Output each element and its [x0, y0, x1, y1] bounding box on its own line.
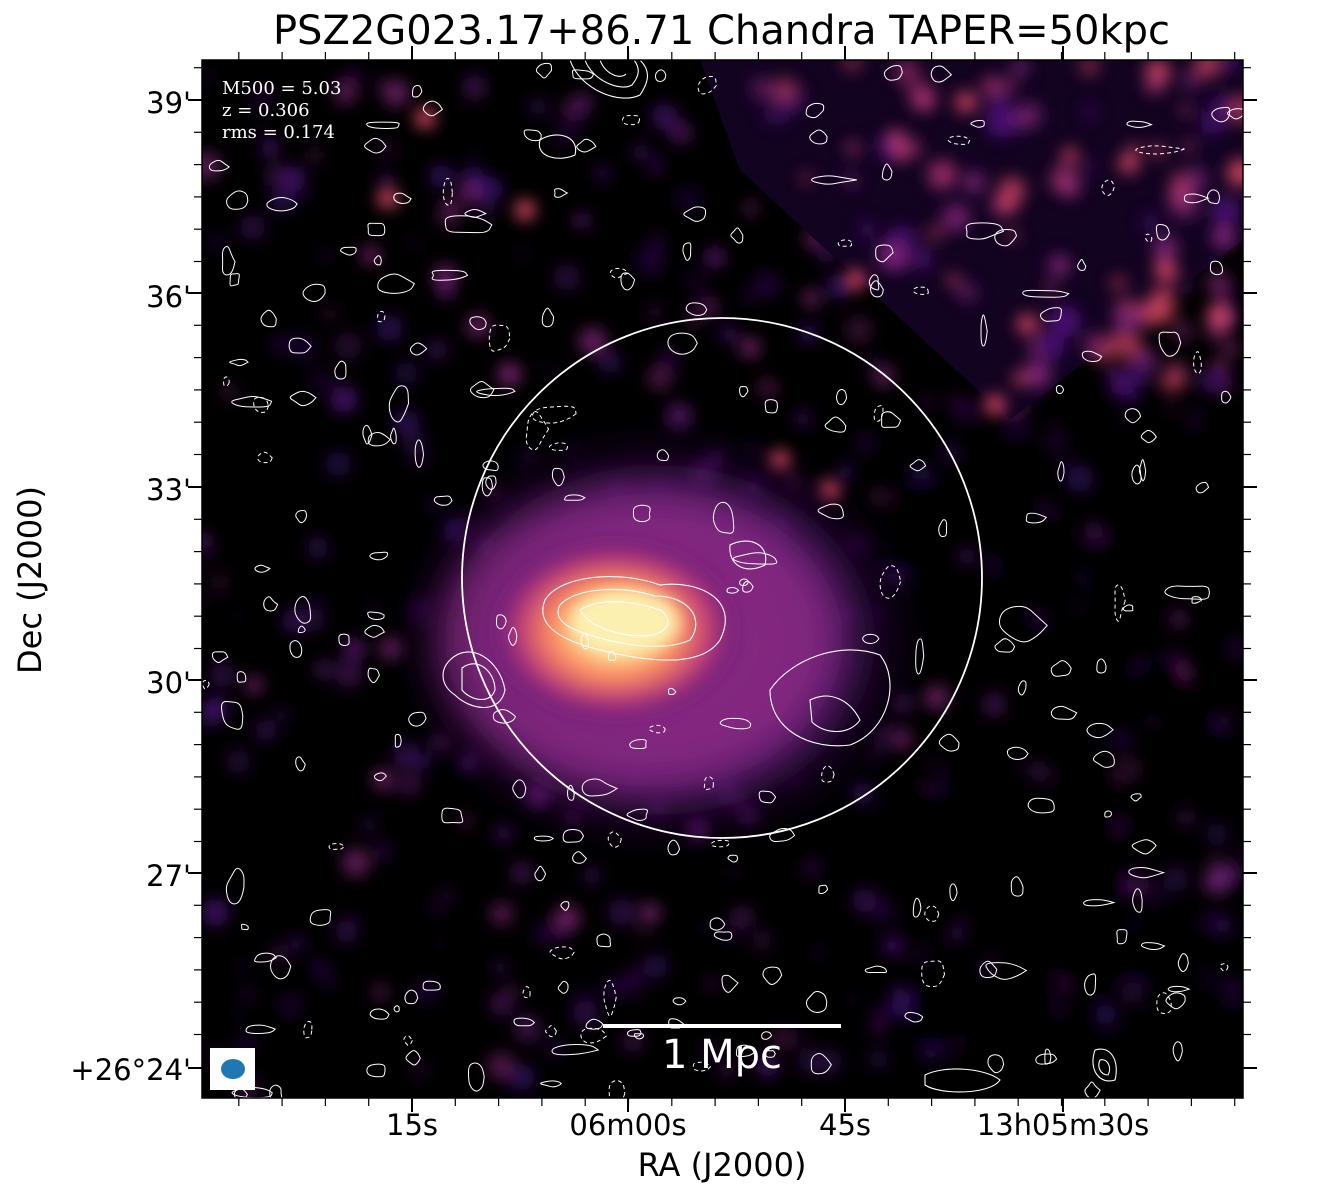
- plot-title: PSZ2G023.17+86.71 Chandra TAPER=50kpc: [272, 8, 1171, 54]
- x-tick-label: 15s: [385, 1108, 439, 1142]
- x-tick-label: 06m00s: [569, 1108, 687, 1142]
- y-tick-label: 33': [146, 473, 191, 507]
- y-tick-label: 27': [146, 859, 191, 893]
- axis-ticks: [188, 46, 1257, 1112]
- y-tick-label: 39': [146, 86, 191, 120]
- plot-frame: [201, 59, 1244, 1099]
- y-tick-label: 30': [146, 666, 191, 700]
- radio-contours: [202, 62, 1243, 1098]
- redshift-label: z = 0.306: [222, 100, 310, 121]
- scale-bar-label: 1 Mpc: [661, 1032, 783, 1078]
- m500-label: M500 = 5.03: [222, 78, 342, 99]
- x-tick-label: 13h05m30s: [976, 1108, 1150, 1142]
- y-tick-label: +26°24': [70, 1053, 191, 1087]
- x-axis-title: RA (J2000): [637, 1146, 807, 1184]
- x-tick-label: 45s: [818, 1108, 872, 1142]
- rms-label: rms = 0.174: [222, 122, 335, 143]
- cluster-contours: [442, 60, 1117, 1093]
- chip-noise: [378, 60, 1243, 500]
- y-axis-title: Dec (J2000): [11, 486, 49, 674]
- chip-region: [700, 60, 1243, 420]
- y-tick-label: 36': [146, 280, 191, 314]
- info-box: M500 = 5.03 z = 0.306 rms = 0.174: [222, 78, 341, 144]
- cluster-peak: [570, 590, 680, 654]
- r500-circle: [461, 317, 983, 839]
- beam-ellipse: [221, 1059, 245, 1079]
